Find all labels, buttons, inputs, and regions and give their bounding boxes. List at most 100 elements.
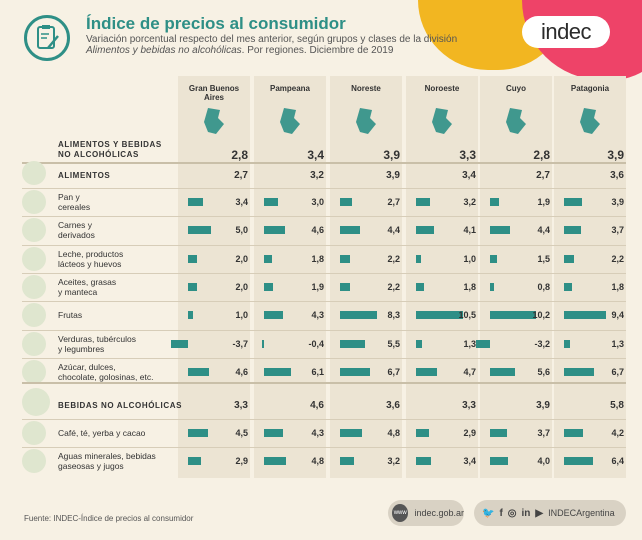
social-pill[interactable]: 🐦 f ◎ in ▶ INDECArgentina (474, 500, 626, 526)
separator (22, 329, 626, 331)
facebook-icon[interactable]: f (499, 507, 503, 519)
value-bar (564, 339, 570, 348)
vegetables-icon (22, 331, 46, 356)
value-label: 2,2 (611, 253, 624, 264)
value-bar (340, 429, 362, 437)
value-label: 6,7 (611, 366, 624, 377)
alimentos-value: 3,2 (310, 170, 324, 181)
value-bar (564, 282, 573, 291)
value-bar (416, 311, 464, 320)
region-map-icon (406, 104, 478, 138)
meat-icon (22, 218, 46, 243)
value-bar (416, 367, 438, 376)
linkedin-icon[interactable]: in (521, 507, 531, 519)
value-label: 4,3 (311, 428, 324, 438)
value-label: -3,2 (534, 338, 550, 349)
value-bar (416, 429, 430, 437)
twitter-icon[interactable]: 🐦 (482, 507, 495, 519)
value-bar (490, 226, 510, 235)
value-bar (262, 339, 264, 348)
summary-label-2: NO ALCOHÓLICAS (58, 150, 139, 159)
value-label: 4,3 (311, 310, 324, 321)
region-header: Noreste (351, 84, 381, 93)
region-map-icon (330, 104, 402, 138)
region-header: Noroeste (424, 84, 460, 93)
value-bar (188, 198, 204, 206)
region-header: Cuyo (506, 84, 526, 93)
category-label-line2: chocolate, golosinas, etc. (58, 371, 154, 382)
value-label: 3,2 (463, 197, 476, 207)
value-label: 1,0 (235, 310, 248, 321)
value-label: 1,5 (537, 253, 550, 264)
subtitle-rest: . Por regiones. Diciembre de 2019 (241, 45, 394, 56)
value-label: 1,0 (463, 253, 476, 264)
value-label: 3,9 (611, 197, 624, 207)
value-bar (340, 198, 353, 206)
category-label-line2: derivados (58, 230, 95, 241)
value-bar (564, 198, 582, 206)
summary-value: 3,9 (383, 148, 400, 162)
value-bar (264, 226, 285, 235)
value-label: -0,4 (308, 338, 324, 349)
summary-value: 3,4 (307, 148, 324, 162)
value-label: 10,5 (458, 310, 476, 321)
value-bar (564, 254, 574, 263)
alimentos-value: 3,4 (462, 170, 476, 181)
value-bar (264, 429, 284, 437)
value-bar (264, 254, 273, 263)
value-bar (188, 367, 209, 376)
value-bar (264, 198, 278, 206)
soda-bottle-icon (22, 449, 46, 474)
value-bar (490, 198, 499, 206)
value-label: 1,3 (463, 338, 476, 349)
category-label: Azúcar, dulces, (58, 361, 116, 372)
instagram-icon[interactable]: ◎ (507, 507, 517, 519)
category-label: Café, té, yerba y cacao (58, 428, 146, 438)
value-label: 4,1 (463, 225, 476, 236)
youtube-icon[interactable]: ▶ (535, 507, 544, 519)
value-bar (264, 367, 292, 376)
separator (22, 162, 626, 164)
value-label: 2,2 (387, 281, 400, 292)
value-bar (490, 254, 497, 263)
indec-logo[interactable]: indec (522, 16, 610, 48)
oil-bottle-icon (22, 274, 46, 299)
value-bar (416, 457, 432, 466)
value-label: 4,5 (235, 428, 248, 438)
separator (22, 419, 626, 420)
website-pill[interactable]: www indec.gob.ar (388, 500, 464, 526)
region-map-icon (178, 104, 250, 138)
subtitle-italic: Alimentos y bebidas no alcohólicas (86, 45, 242, 56)
separator (22, 382, 626, 384)
clipboard-pencil-icon (24, 15, 70, 61)
value-label: 4,7 (463, 366, 476, 377)
bebidas-label: BEBIDAS NO ALCOHÓLICAS (58, 401, 183, 410)
column-background (406, 76, 478, 478)
value-bar (475, 339, 490, 348)
subtitle-line-1: Variación porcentual respecto del mes an… (86, 34, 458, 45)
value-label: 6,7 (387, 366, 400, 377)
website-label: indec.gob.ar (414, 508, 464, 518)
value-label: 3,4 (235, 197, 248, 207)
category-label: Leche, productos (58, 248, 124, 259)
bebidas-value: 3,6 (386, 400, 400, 411)
value-bar (264, 311, 284, 320)
value-label: 1,9 (311, 281, 324, 292)
summary-value: 3,9 (607, 148, 624, 162)
value-bar (340, 457, 355, 466)
value-label: 2,9 (463, 428, 476, 438)
value-bar (340, 254, 350, 263)
value-label: 4,6 (235, 366, 248, 377)
value-bar (416, 226, 435, 235)
value-label: 6,4 (611, 456, 624, 467)
category-label: Aguas minerales, bebidas (58, 451, 156, 462)
food-basket-icon (22, 161, 46, 185)
value-bar (188, 429, 209, 437)
value-label: 5,0 (235, 225, 248, 236)
summary-value: 2,8 (231, 148, 248, 162)
value-label: 1,8 (311, 253, 324, 264)
banana-icon (22, 303, 46, 328)
value-label: -3,7 (232, 338, 248, 349)
alimentos-value: 3,6 (610, 170, 624, 181)
value-label: 6,1 (311, 366, 324, 377)
